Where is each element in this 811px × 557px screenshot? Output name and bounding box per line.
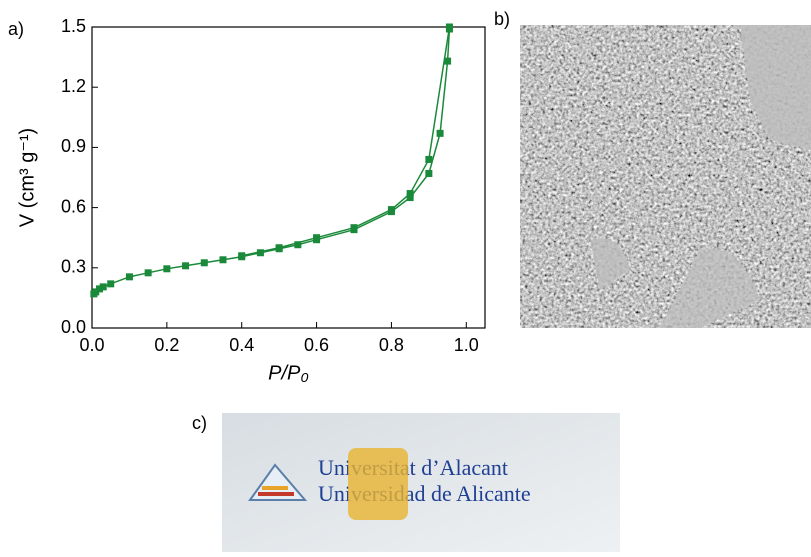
data-point [437, 130, 444, 137]
y-tick-label: 1.5 [61, 16, 86, 36]
y-tick-label: 0.6 [61, 196, 86, 216]
y-axis-label: V (cm³ g⁻¹) [16, 128, 38, 227]
y-tick-label: 0.3 [61, 257, 86, 277]
photo: Universitat d’Alacant Universidad de Ali… [222, 413, 620, 552]
data-point [446, 24, 453, 31]
tem-image [520, 25, 811, 328]
y-tick-label: 0.0 [61, 317, 86, 337]
data-point [238, 252, 245, 259]
data-point [107, 280, 114, 287]
data-point [425, 156, 432, 163]
data-point [425, 170, 432, 177]
x-tick-label: 0.6 [304, 335, 329, 355]
panel-label: a) [8, 19, 24, 39]
data-point [182, 262, 189, 269]
series-line [94, 29, 450, 294]
data-point [145, 269, 152, 276]
data-point [388, 206, 395, 213]
x-tick-label: 0.8 [379, 335, 404, 355]
data-point [351, 224, 358, 231]
series-line [242, 27, 450, 256]
photo-text: Universitat d’Alacant [318, 455, 508, 480]
data-point [407, 190, 414, 197]
y-tick-label: 0.9 [61, 136, 86, 156]
x-tick-label: 1.0 [454, 335, 479, 355]
panel-label: b) [494, 9, 510, 29]
data-point [220, 256, 227, 263]
data-point [100, 283, 107, 290]
panel-label: c) [192, 413, 207, 433]
data-point [126, 273, 133, 280]
figure: a) b) c) Universitat d’Alacant Universid… [0, 0, 811, 552]
x-axis-label: P/P₀ [268, 362, 309, 384]
data-point [201, 259, 208, 266]
x-tick-label: 0.4 [229, 335, 254, 355]
data-point [163, 265, 170, 272]
x-tick-label: 0.2 [154, 335, 179, 355]
x-tick-label: 0.0 [79, 335, 104, 355]
data-point [313, 234, 320, 241]
y-tick-label: 1.2 [61, 76, 86, 96]
data-point [276, 244, 283, 251]
